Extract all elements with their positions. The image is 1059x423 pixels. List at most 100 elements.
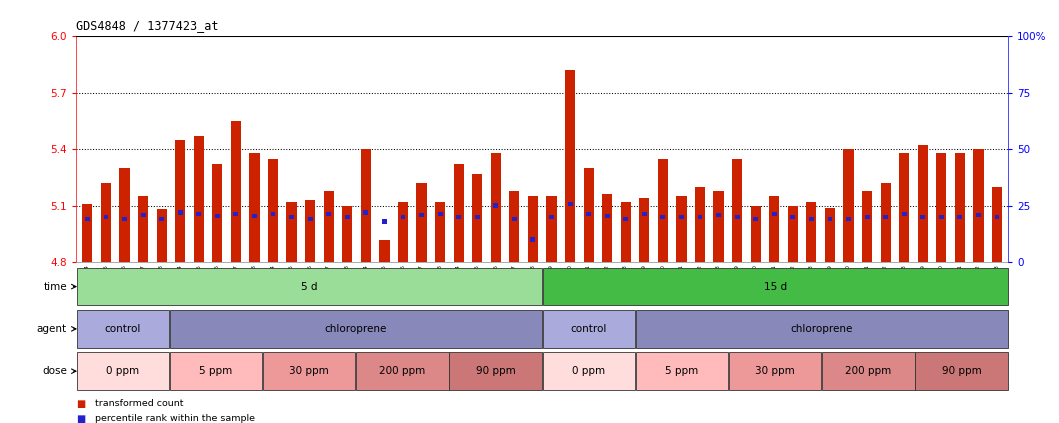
Bar: [249, 153, 259, 262]
Bar: [289, 215, 294, 219]
Bar: [992, 187, 1002, 262]
Bar: [212, 164, 222, 262]
Bar: [642, 212, 647, 217]
Bar: [474, 215, 480, 219]
Text: 90 ppm: 90 ppm: [941, 366, 982, 376]
Bar: [605, 214, 610, 218]
Bar: [936, 153, 947, 262]
Bar: [271, 212, 275, 217]
Bar: [769, 196, 779, 262]
Text: 0 ppm: 0 ppm: [106, 366, 140, 376]
Bar: [76, 310, 169, 348]
Bar: [751, 206, 760, 262]
Bar: [382, 220, 387, 224]
Bar: [398, 202, 408, 262]
Text: time: time: [43, 282, 67, 291]
Bar: [416, 183, 427, 262]
Bar: [732, 159, 742, 262]
Bar: [621, 202, 631, 262]
Bar: [435, 202, 445, 262]
Bar: [76, 268, 542, 305]
Text: GDS4848 / 1377423_at: GDS4848 / 1377423_at: [76, 19, 219, 32]
Bar: [138, 196, 148, 262]
Bar: [379, 239, 390, 262]
Bar: [531, 237, 536, 242]
Bar: [169, 310, 542, 348]
Bar: [120, 168, 129, 262]
Text: chloroprene: chloroprene: [791, 324, 852, 334]
Bar: [141, 213, 145, 217]
Bar: [843, 149, 854, 262]
Bar: [324, 191, 334, 262]
Bar: [825, 208, 836, 262]
Text: 5 d: 5 d: [301, 282, 318, 291]
Bar: [326, 212, 331, 217]
Bar: [231, 121, 241, 262]
Bar: [356, 352, 449, 390]
Bar: [864, 215, 869, 219]
Bar: [603, 194, 612, 262]
Text: 30 ppm: 30 ppm: [289, 366, 329, 376]
Bar: [157, 209, 166, 262]
Bar: [698, 215, 702, 219]
Bar: [677, 196, 686, 262]
Bar: [640, 198, 649, 262]
Bar: [196, 212, 201, 217]
Bar: [679, 215, 684, 219]
Bar: [939, 215, 944, 219]
Bar: [194, 136, 204, 262]
Bar: [268, 159, 279, 262]
Text: control: control: [571, 324, 607, 334]
Bar: [714, 191, 723, 262]
Bar: [546, 196, 557, 262]
Bar: [490, 153, 501, 262]
Bar: [976, 213, 981, 217]
Bar: [790, 215, 795, 219]
Bar: [753, 217, 758, 221]
Bar: [542, 352, 635, 390]
Bar: [955, 153, 965, 262]
Bar: [493, 203, 498, 208]
Bar: [159, 217, 164, 221]
Text: control: control: [105, 324, 141, 334]
Bar: [400, 215, 406, 219]
Bar: [101, 183, 111, 262]
Bar: [169, 352, 263, 390]
Bar: [788, 206, 797, 262]
Text: ■: ■: [76, 399, 86, 409]
Text: chloroprene: chloroprene: [325, 324, 387, 334]
Text: transformed count: transformed count: [95, 399, 184, 409]
Bar: [437, 212, 443, 217]
Bar: [449, 352, 542, 390]
Text: 90 ppm: 90 ppm: [475, 366, 516, 376]
Bar: [509, 191, 520, 262]
Bar: [899, 153, 910, 262]
Text: agent: agent: [37, 324, 67, 334]
Bar: [735, 215, 739, 219]
Bar: [957, 215, 963, 219]
Bar: [883, 215, 889, 219]
Bar: [806, 202, 816, 262]
Bar: [104, 215, 108, 219]
Bar: [920, 215, 926, 219]
Bar: [233, 212, 238, 217]
Bar: [729, 352, 822, 390]
Bar: [564, 70, 575, 262]
Bar: [846, 217, 851, 221]
Bar: [122, 217, 127, 221]
Bar: [973, 149, 984, 262]
Text: ■: ■: [76, 414, 86, 423]
Bar: [822, 352, 915, 390]
Bar: [568, 201, 573, 206]
Bar: [178, 210, 182, 214]
Text: dose: dose: [42, 366, 67, 376]
Bar: [915, 352, 1008, 390]
Bar: [542, 310, 635, 348]
Bar: [83, 204, 92, 262]
Bar: [361, 149, 371, 262]
Bar: [716, 213, 721, 217]
Bar: [215, 214, 220, 218]
Bar: [624, 217, 628, 221]
Bar: [862, 191, 873, 262]
Bar: [363, 210, 369, 214]
